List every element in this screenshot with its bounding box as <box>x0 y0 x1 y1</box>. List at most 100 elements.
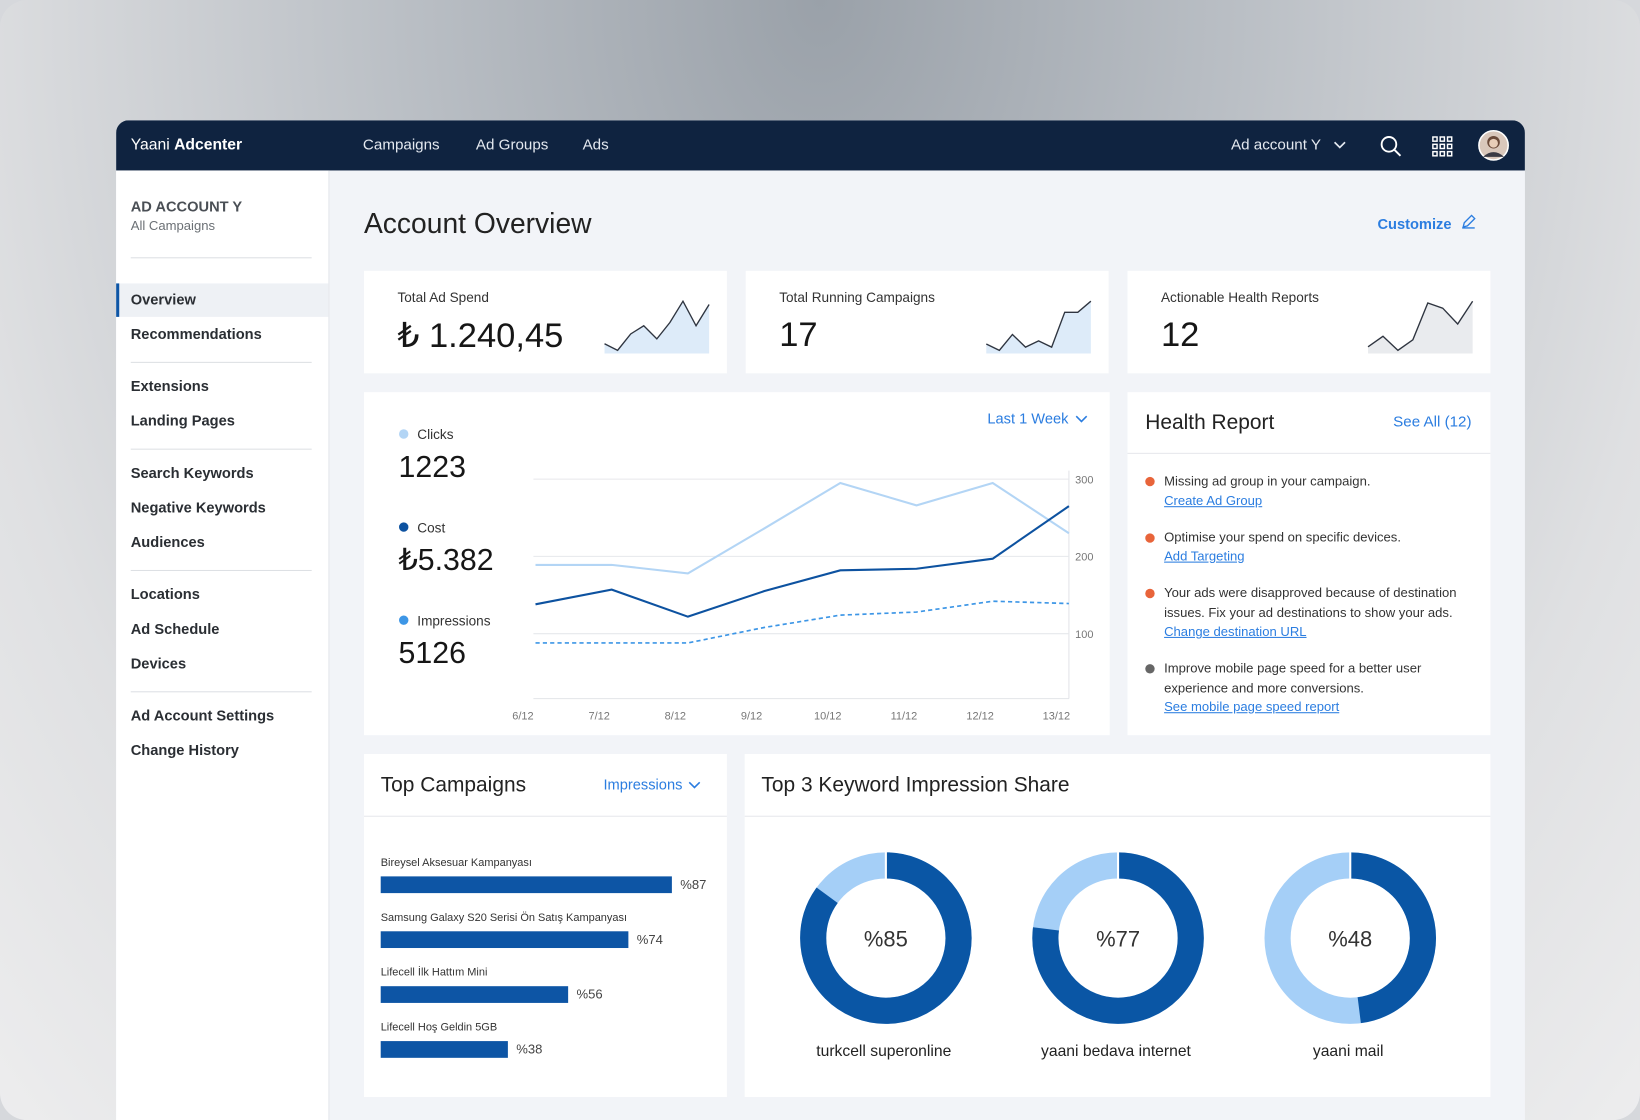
nav-link[interactable]: Ad Groups <box>475 136 549 154</box>
range-selector[interactable]: Last 1 Week <box>987 410 1087 427</box>
donut-value-label: %77 <box>1096 926 1140 951</box>
sidebar: AD ACCOUNT Y All Campaigns Overview Recom… <box>116 170 330 1120</box>
status-dot <box>1145 532 1155 543</box>
customize-button[interactable]: Customize <box>1377 214 1476 233</box>
card: Total Ad Spend ₺ 1.240,45 <box>363 270 727 374</box>
chevron <box>1075 415 1087 423</box>
account-name: Ad account Y <box>1231 136 1321 154</box>
sidebar-item[interactable]: Locations <box>130 585 200 603</box>
sidebar-item[interactable]: Audiences <box>130 533 205 551</box>
sparkline-area <box>1368 301 1473 354</box>
bar-value-label: %56 <box>577 987 603 1002</box>
health-link[interactable]: Change destination URL <box>1164 624 1307 639</box>
legend-name: Clicks <box>417 427 453 442</box>
divider <box>744 815 1491 817</box>
bar-label: Bireysel Aksesuar Kampanyası <box>381 857 532 869</box>
sidebar-item[interactable]: Ad Account Settings <box>130 706 275 724</box>
bar-value-label: %87 <box>680 877 706 892</box>
donut-category: yaani bedava internet <box>1041 1043 1192 1060</box>
customize-label: Customize <box>1377 215 1452 233</box>
sidebar-item[interactable]: Extensions <box>130 377 209 395</box>
legend-dot <box>399 429 409 439</box>
health-link[interactable]: Create Ad Group <box>1164 493 1263 508</box>
nav-link[interactable]: Ads <box>582 136 609 154</box>
sidebar-item[interactable]: Recommendations <box>130 325 262 342</box>
legend-dot <box>399 522 409 532</box>
health-link[interactable]: Add Targeting <box>1164 549 1245 564</box>
kpi-value: 17 <box>779 314 818 354</box>
sidebar-item[interactable]: Ad Schedule <box>130 620 220 637</box>
health-text: experience and more conversions. <box>1164 680 1364 695</box>
legend-name: Cost <box>417 520 445 535</box>
divider <box>363 815 727 817</box>
search-icon[interactable] <box>1380 135 1403 158</box>
pencil-icon <box>1461 214 1476 229</box>
sparkline-area <box>986 301 1091 354</box>
sidebar-item[interactable]: Devices <box>130 654 187 672</box>
card-title: Top Campaigns <box>380 773 527 797</box>
brand-light: Yaani <box>130 135 170 154</box>
range-label: Last 1 Week <box>987 409 1069 427</box>
bar <box>380 931 629 949</box>
page-title: Account Overview <box>363 208 592 240</box>
bar-value-label: %74 <box>637 932 663 947</box>
nav-link[interactable]: Campaigns <box>362 136 440 154</box>
health-text: Improve mobile page speed for a better u… <box>1164 660 1422 676</box>
health-text: Optimise your spend on specific devices. <box>1164 529 1401 545</box>
kpi-label: Total Ad Spend <box>397 289 489 306</box>
x-tick-label: 12/12 <box>966 711 993 723</box>
series-line <box>535 481 1070 575</box>
bar <box>380 986 569 1003</box>
series-line <box>535 505 1070 618</box>
x-tick-label: 7/12 <box>588 711 609 723</box>
health-title: Health Report <box>1145 410 1275 435</box>
brand[interactable]: Yaani Adcenter <box>131 136 242 154</box>
bar-label: Samsung Galaxy S20 Serisi Ön Satış Kampa… <box>381 912 627 924</box>
sidebar-item[interactable]: Change History <box>130 741 239 759</box>
sidebar-item[interactable]: Overview <box>130 290 196 308</box>
chevron <box>1333 141 1346 149</box>
sidebar-item[interactable]: Landing Pages <box>130 412 235 429</box>
divider <box>1127 452 1491 454</box>
donut-category: turkcell superonline <box>816 1043 951 1060</box>
health-link[interactable]: See mobile page speed report <box>1164 699 1340 715</box>
x-tick-label: 11/12 <box>891 711 918 723</box>
divider <box>130 257 312 259</box>
y2-tick-label: 100 <box>1075 629 1093 641</box>
sparkline <box>1367 300 1474 352</box>
x-tick-label: 13/12 <box>1043 711 1070 723</box>
bar <box>380 876 672 894</box>
card: Total Running Campaigns 17 <box>745 270 1109 374</box>
donut-value-label: %85 <box>864 926 908 951</box>
bar <box>380 1041 508 1058</box>
sidebar-item[interactable]: Search Keywords <box>130 464 254 482</box>
metric-selector[interactable]: Impressions <box>603 776 701 793</box>
bar-label: Lifecell İlk Hattım Mini <box>381 966 488 979</box>
metric-label: Impressions <box>603 775 683 793</box>
sidebar-item[interactable]: Negative Keywords <box>130 498 266 516</box>
sparkline <box>985 300 1092 352</box>
top-bar: Yaani Adcenter Campaigns Ad Groups Ads Ad … <box>116 120 1525 171</box>
bar-label: Lifecell Hoş Geldin 5GB <box>381 1022 497 1034</box>
kpi-label: Actionable Health Reports <box>1160 289 1319 306</box>
account-switcher[interactable]: Ad account Y <box>1231 137 1346 154</box>
card: Last 1 Week <box>363 392 1110 736</box>
active-highlight <box>116 283 329 317</box>
legend-total: ₺5.382 <box>398 544 493 577</box>
bar-value-label: %38 <box>516 1042 542 1057</box>
see-all-link[interactable]: See All (12) <box>1393 414 1472 431</box>
apps-icon[interactable] <box>1432 136 1453 157</box>
health-text: issues. Fix your ad destinations to show… <box>1164 604 1453 620</box>
divider <box>130 361 312 363</box>
brand-bold: Adcenter <box>174 135 243 154</box>
y2-tick-label: 200 <box>1075 552 1093 564</box>
sparkline-area <box>604 301 710 354</box>
avatar[interactable] <box>1478 129 1509 161</box>
status-dot <box>1145 476 1155 487</box>
divider <box>130 691 312 693</box>
card-title: Top 3 Keyword Impression Share <box>761 773 1070 797</box>
legend-total: 5126 <box>398 637 465 670</box>
